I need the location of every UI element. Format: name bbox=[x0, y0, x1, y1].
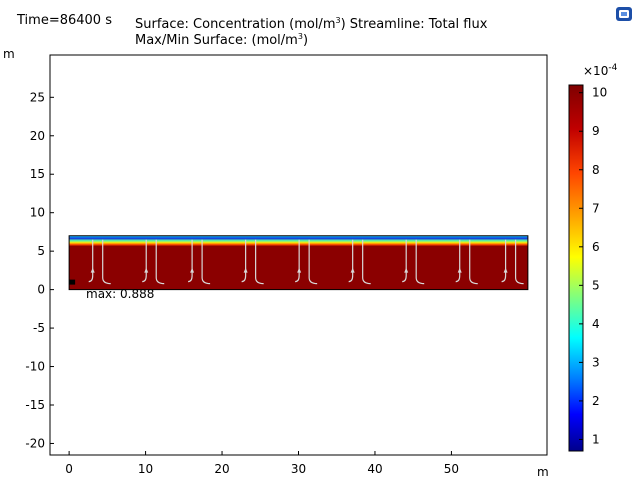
streamlines bbox=[88, 239, 524, 285]
y-tick-label: 25 bbox=[30, 90, 45, 104]
streamline-arrow bbox=[297, 267, 302, 273]
y-tick-label: -20 bbox=[25, 436, 45, 450]
max-label: max: 0.888 bbox=[86, 287, 154, 301]
concentration-domain bbox=[68, 235, 529, 291]
x-axis-ticks: 0 10 20 30 40 50 bbox=[65, 451, 459, 476]
streamline-arrow bbox=[404, 267, 409, 273]
maxmin-exp: 3 bbox=[297, 32, 303, 41]
streamline bbox=[348, 239, 371, 285]
streamline bbox=[455, 239, 478, 285]
y-tick-label: 20 bbox=[30, 129, 45, 143]
y-tick-label: -10 bbox=[25, 360, 45, 374]
x-tick-label: 0 bbox=[65, 462, 73, 476]
x-tick-label: 10 bbox=[138, 462, 153, 476]
streamline-arrow bbox=[350, 267, 355, 273]
y-unit-label: m bbox=[3, 47, 15, 61]
colorbar-tick-label: 6 bbox=[592, 240, 600, 254]
streamline bbox=[295, 239, 318, 285]
colorbar-tick-label: 5 bbox=[592, 278, 600, 292]
x-tick-label: 50 bbox=[444, 462, 459, 476]
surface-suffix: ) Streamline: Total flux bbox=[340, 17, 488, 32]
streamline bbox=[88, 239, 111, 285]
y-tick-label: -5 bbox=[33, 321, 45, 335]
streamline-arrow bbox=[144, 267, 149, 273]
maxmin-prefix: Max/Min Surface: (mol/m bbox=[135, 33, 298, 48]
colorbar-tick-label: 8 bbox=[592, 163, 600, 177]
colorbar-exponent-base: ×10 bbox=[583, 64, 608, 78]
colorbar-tick-label: 7 bbox=[592, 201, 600, 215]
colorbar-tick-label: 9 bbox=[592, 124, 600, 138]
streamline bbox=[501, 239, 524, 285]
x-tick-label: 40 bbox=[367, 462, 382, 476]
colorbar-tick-label: 2 bbox=[592, 394, 600, 408]
y-tick-label: 15 bbox=[30, 167, 45, 181]
plot-title-maxmin: Max/Min Surface: (mol/m3) bbox=[135, 32, 309, 49]
y-tick-label: 10 bbox=[30, 206, 45, 220]
x-tick-label: 30 bbox=[291, 462, 306, 476]
streamline-arrow bbox=[90, 267, 95, 273]
colorbar-tick-label: 4 bbox=[592, 317, 600, 331]
streamline bbox=[402, 239, 425, 285]
streamline bbox=[142, 239, 165, 285]
y-tick-label: -15 bbox=[25, 398, 45, 412]
streamline-arrow bbox=[190, 267, 195, 273]
streamline-arrow bbox=[457, 267, 462, 273]
colorbar-exponent-power: -4 bbox=[608, 63, 617, 73]
domain-surface-gradient-band bbox=[69, 236, 528, 247]
streamline bbox=[241, 239, 264, 285]
max-marker bbox=[69, 279, 76, 285]
surface-exp: 3 bbox=[335, 16, 341, 25]
maxmin-suffix: ) bbox=[302, 33, 309, 48]
time-label: Time=86400 s bbox=[17, 13, 112, 28]
y-axis-ticks: 25 20 15 10 5 0 -5 -10 -15 -20 bbox=[25, 90, 54, 450]
colorbar-tick-label: 3 bbox=[592, 355, 600, 369]
colorbar-ticks: 10 9 8 7 6 5 4 3 2 1 bbox=[579, 86, 607, 446]
y-tick-label: 5 bbox=[37, 244, 45, 258]
colorbar-tick-label: 10 bbox=[592, 86, 607, 100]
y-tick-label: 0 bbox=[37, 283, 45, 297]
surface-prefix: Surface: Concentration (mol/m bbox=[135, 17, 336, 32]
x-tick-label: 20 bbox=[214, 462, 229, 476]
plot-title-surface: Surface: Concentration (mol/m3) Streamli… bbox=[135, 16, 488, 33]
streamline bbox=[188, 239, 211, 285]
x-unit-label: m bbox=[537, 465, 549, 479]
colorbar-tick-label: 1 bbox=[592, 432, 600, 446]
colorbar bbox=[568, 84, 584, 452]
streamline-arrow bbox=[243, 267, 248, 273]
colorbar-exponent: ×10-4 bbox=[583, 63, 618, 78]
streamline-arrow bbox=[503, 267, 508, 273]
graphics-window-icon[interactable] bbox=[615, 6, 633, 22]
